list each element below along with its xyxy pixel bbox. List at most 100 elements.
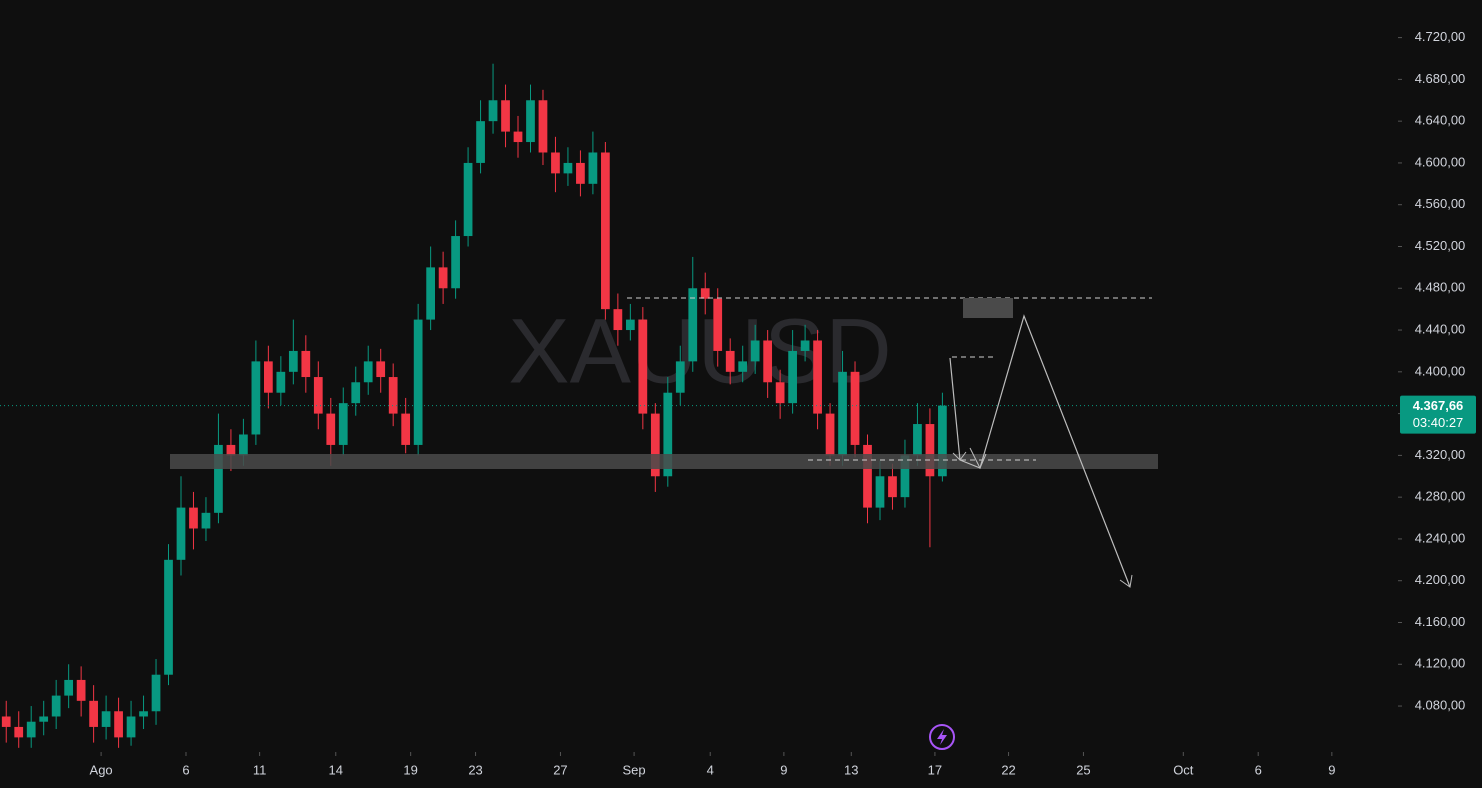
candle-body bbox=[226, 444, 236, 456]
candle-body bbox=[900, 455, 910, 498]
candle-body bbox=[875, 476, 885, 508]
candle-body bbox=[14, 726, 24, 738]
candle-body bbox=[763, 340, 773, 383]
candle-body bbox=[39, 716, 49, 722]
candle-body bbox=[588, 152, 598, 184]
candle-body bbox=[438, 267, 448, 289]
y-tick-label: 4.200,00 bbox=[1415, 572, 1466, 587]
candle-body bbox=[663, 392, 673, 477]
candle-body bbox=[925, 424, 935, 477]
lightning-icon[interactable] bbox=[929, 724, 955, 750]
candle-body bbox=[888, 476, 897, 498]
x-tick-label: 6 bbox=[182, 762, 189, 777]
candle-body bbox=[351, 382, 361, 404]
axes: 4.080,00 4.120,00 4.160,00 4.200,00 4.240,00… bbox=[90, 29, 1476, 777]
candle-body bbox=[151, 674, 161, 712]
candle-body bbox=[850, 371, 860, 445]
candle-body bbox=[201, 512, 211, 529]
candle-body bbox=[413, 319, 423, 445]
arrow-head bbox=[952, 451, 967, 461]
candle-body bbox=[463, 162, 473, 237]
last-price-label: 4.367,66 bbox=[1413, 398, 1464, 413]
y-tick-label: 4.520,00 bbox=[1415, 238, 1466, 253]
candle-body bbox=[813, 340, 822, 414]
candle-body bbox=[338, 403, 348, 445]
candle-body bbox=[613, 309, 623, 331]
candle-body bbox=[750, 340, 760, 362]
candle-body bbox=[426, 267, 436, 320]
candle-body bbox=[551, 152, 560, 174]
candle-body bbox=[775, 382, 785, 404]
y-tick-label: 4.680,00 bbox=[1415, 71, 1466, 86]
y-tick-label: 4.720,00 bbox=[1415, 29, 1466, 44]
target-box bbox=[963, 298, 1013, 318]
icon-bolt[interactable] bbox=[937, 729, 947, 745]
y-tick-label: 4.440,00 bbox=[1415, 321, 1466, 336]
candle-body bbox=[301, 350, 311, 378]
candle-body bbox=[788, 350, 797, 404]
y-tick-label: 4.320,00 bbox=[1415, 447, 1466, 462]
x-tick-label: 14 bbox=[329, 762, 343, 777]
candle-body bbox=[451, 236, 460, 289]
candle-body bbox=[563, 162, 573, 174]
x-tick-label: 4 bbox=[707, 762, 714, 777]
candle-body bbox=[476, 121, 485, 163]
candle-body bbox=[601, 152, 610, 310]
candle-body bbox=[51, 695, 61, 717]
candle-body bbox=[688, 288, 698, 362]
y-tick-label: 4.400,00 bbox=[1415, 363, 1466, 378]
candle-body bbox=[214, 444, 223, 513]
candle-body bbox=[239, 434, 248, 456]
x-tick-label: 25 bbox=[1076, 762, 1090, 777]
y-tick-label: 4.240,00 bbox=[1415, 530, 1466, 545]
candle-body bbox=[64, 679, 74, 696]
candle-body bbox=[488, 100, 498, 122]
arrow-head bbox=[969, 447, 987, 470]
y-tick-label: 4.080,00 bbox=[1415, 697, 1466, 712]
candle-body bbox=[176, 507, 186, 560]
x-tick-label: 6 bbox=[1255, 762, 1262, 777]
candle-body bbox=[863, 444, 872, 508]
candle-body bbox=[526, 100, 535, 143]
candle-body bbox=[713, 298, 723, 351]
candle-body bbox=[189, 507, 198, 529]
candle-body bbox=[263, 361, 273, 393]
candle-body bbox=[638, 319, 648, 414]
candle-body bbox=[675, 361, 685, 393]
candle-body bbox=[625, 319, 635, 331]
candle-body bbox=[26, 721, 36, 738]
y-tick-label: 4.480,00 bbox=[1415, 280, 1466, 295]
candle-body bbox=[1, 716, 11, 727]
candle-body bbox=[126, 716, 136, 738]
candle-body bbox=[913, 424, 922, 456]
candle-body bbox=[139, 711, 148, 717]
candle-body bbox=[513, 131, 523, 143]
candle-body bbox=[825, 413, 835, 456]
candle-body bbox=[700, 288, 710, 299]
y-tick-label: 4.560,00 bbox=[1415, 196, 1466, 211]
icon-circle[interactable] bbox=[929, 724, 955, 750]
x-tick-label: Oct bbox=[1173, 762, 1194, 777]
candle-body bbox=[388, 377, 398, 414]
x-tick-label: 22 bbox=[1001, 762, 1015, 777]
x-tick-label: Sep bbox=[623, 762, 646, 777]
candle-body bbox=[501, 100, 510, 132]
candle-body bbox=[251, 361, 261, 435]
x-tick-label: 11 bbox=[253, 762, 267, 777]
watermark: XAUUSD bbox=[508, 300, 891, 402]
y-tick-label: 4.280,00 bbox=[1415, 489, 1466, 504]
candle-body bbox=[938, 405, 947, 477]
countdown-label: 03:40:27 bbox=[1413, 415, 1464, 430]
last-price-box bbox=[1400, 395, 1476, 434]
x-tick-label: 23 bbox=[468, 762, 482, 777]
candle-body bbox=[650, 413, 660, 477]
x-tick-label: 17 bbox=[928, 762, 942, 777]
y-tick-label: 4.120,00 bbox=[1415, 656, 1466, 671]
y-tick-label: 4.600,00 bbox=[1415, 154, 1466, 169]
x-tick-label: 19 bbox=[403, 762, 417, 777]
x-tick-label: 27 bbox=[553, 762, 567, 777]
candle-body bbox=[164, 559, 173, 675]
